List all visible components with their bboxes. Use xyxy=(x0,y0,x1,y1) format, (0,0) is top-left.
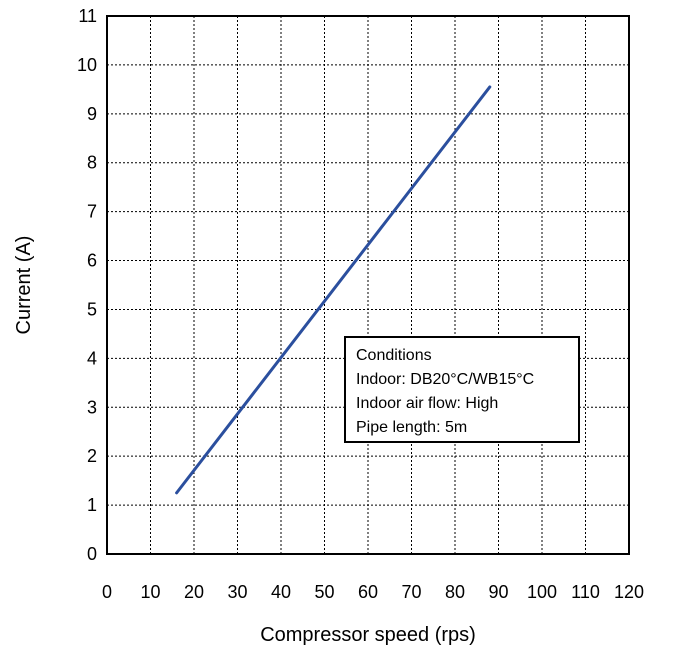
conditions-box-frame xyxy=(344,336,580,443)
y-tick-label: 7 xyxy=(87,202,97,222)
y-tick-label: 2 xyxy=(87,446,97,466)
x-tick-label: 0 xyxy=(102,582,112,602)
x-axis-label: Compressor speed (rps) xyxy=(260,624,476,646)
conditions-indoor: Indoor: DB20°C/WB15°C xyxy=(356,371,534,388)
series-line xyxy=(175,85,492,495)
y-tick-label: 3 xyxy=(87,397,97,417)
y-axis-label: Current (A) xyxy=(13,236,35,335)
y-tick-label: 10 xyxy=(77,55,97,75)
x-tick-label: 40 xyxy=(271,582,291,602)
chart-series xyxy=(175,85,492,495)
x-tick-label: 90 xyxy=(488,582,508,602)
conditions-pipe-length: Pipe length: 5m xyxy=(356,419,467,436)
x-tick-label: 30 xyxy=(227,582,247,602)
chart-grid xyxy=(107,16,629,554)
y-tick-label: 11 xyxy=(78,6,97,26)
conditions-title: Conditions xyxy=(356,347,432,364)
x-tick-label: 80 xyxy=(445,582,465,602)
x-axis-ticks: 0 10 20 30 40 50 60 70 80 90 100 110 120 xyxy=(102,582,644,602)
y-axis-ticks: 0 1 2 3 4 5 6 7 8 9 10 11 xyxy=(77,6,97,564)
y-tick-label: 5 xyxy=(87,299,97,319)
y-tick-label: 9 xyxy=(87,104,97,124)
x-tick-label: 110 xyxy=(571,582,600,602)
y-tick-label: 0 xyxy=(87,544,97,564)
x-tick-label: 60 xyxy=(358,582,378,602)
x-tick-label: 50 xyxy=(314,582,334,602)
x-tick-label: 70 xyxy=(401,582,421,602)
conditions-air-flow: Indoor air flow: High xyxy=(356,395,498,412)
conditions-box: Conditions Indoor: DB20°C/WB15°C Indoor … xyxy=(344,336,580,443)
plot-frame xyxy=(106,15,630,555)
x-tick-label: 10 xyxy=(140,582,160,602)
x-tick-label: 100 xyxy=(527,582,557,602)
y-tick-label: 1 xyxy=(87,495,97,515)
y-tick-label: 4 xyxy=(87,348,97,368)
x-tick-label: 120 xyxy=(614,582,644,602)
y-tick-label: 6 xyxy=(87,251,97,271)
y-tick-label: 8 xyxy=(87,153,97,173)
x-tick-label: 20 xyxy=(184,582,204,602)
